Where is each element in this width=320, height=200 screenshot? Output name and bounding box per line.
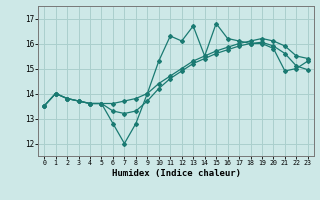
X-axis label: Humidex (Indice chaleur): Humidex (Indice chaleur) (111, 169, 241, 178)
